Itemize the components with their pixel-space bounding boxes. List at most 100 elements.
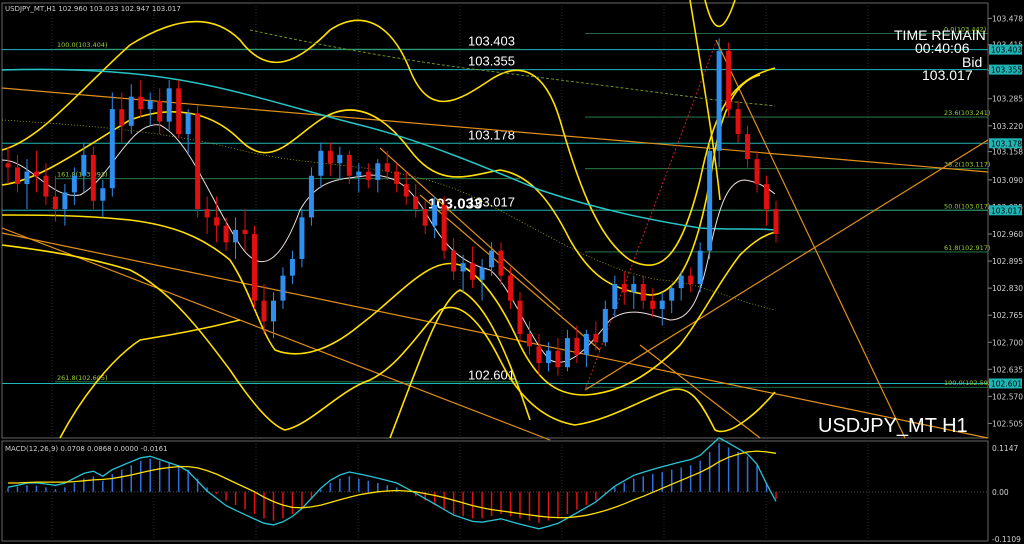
candle-body [308, 175, 314, 218]
candle-body [413, 196, 419, 210]
candle-body [157, 100, 163, 122]
candle-body [574, 338, 580, 355]
candle-body [773, 209, 779, 235]
candle-body [441, 204, 447, 251]
candle-body [185, 113, 191, 135]
bid-label: Bid [962, 54, 982, 70]
axis-tick-label: 102.895 [992, 257, 1023, 266]
axis-tick-label: 102.700 [992, 338, 1023, 347]
candle-body [555, 350, 561, 368]
fib-label: 23.6(103.241) [944, 109, 990, 117]
ma-cyan [1, 68, 776, 231]
candle-body [688, 275, 694, 284]
candle-body [119, 109, 125, 126]
candle-body [375, 163, 381, 180]
macd-panel [2, 437, 988, 530]
pivot-label: 103.033 [428, 196, 482, 213]
candle-body [270, 300, 276, 322]
axis-tick-label: 102.570 [992, 392, 1023, 401]
candle-body [403, 184, 409, 197]
axis-tick-label: 103.090 [992, 176, 1023, 185]
candle-body [640, 283, 646, 301]
candle-body [659, 300, 665, 309]
bollinger-bands [1, 0, 776, 439]
time-remain-value: 00:40:06 [915, 40, 970, 56]
ma-darkyellow [1, 119, 776, 311]
macd-line [7, 437, 777, 530]
fib-label: 100.0(103.404) [57, 41, 108, 49]
candle-body [289, 259, 295, 276]
fib-label: 50.0(103.017) [944, 202, 990, 210]
price-flag-label: 102.601 [991, 379, 1022, 388]
candle-body [299, 217, 305, 260]
candle-body [650, 300, 656, 309]
candle-body [678, 275, 684, 289]
fib-label: 100.0(102.592) [944, 379, 995, 387]
candle-body [242, 229, 248, 235]
candle-body [62, 192, 68, 210]
candle-body [593, 333, 599, 343]
macd-axis-label: 0.00 [992, 488, 1009, 497]
level-label: 102.601 [468, 367, 515, 382]
level-label: 103.403 [468, 34, 515, 49]
price-flag [989, 44, 1022, 55]
candle-body [33, 171, 39, 176]
candle-body [318, 150, 324, 176]
axis-tick-label: 103.478 [992, 14, 1023, 23]
candle-body [432, 204, 438, 226]
level-label: 103.017 [468, 194, 515, 209]
axis-tick-label: 102.635 [992, 365, 1023, 374]
candle-body [214, 217, 220, 226]
candle-body [526, 333, 532, 347]
candle-body [451, 250, 457, 272]
axis-tick-label: 102.765 [992, 311, 1023, 320]
candle-body [669, 288, 675, 301]
candle-body [52, 196, 58, 210]
candle-body [422, 209, 428, 226]
candle-body [764, 184, 770, 210]
candle-body [261, 300, 267, 322]
candle-body [147, 100, 153, 110]
candle-body [564, 338, 570, 368]
candle-body [583, 333, 589, 355]
candle-body [460, 263, 466, 272]
candles [5, 38, 779, 376]
level-label: 103.355 [468, 54, 515, 69]
candle-body [726, 50, 732, 110]
candle-body [71, 175, 77, 193]
candle-body [138, 96, 144, 110]
candle-body [697, 250, 703, 284]
candle-body [536, 346, 542, 364]
price-axis: 103.478103.415103.353103.285103.220103.1… [988, 14, 1023, 428]
macd-axis: 0.1147 0.00 -0.1109 [992, 444, 1021, 544]
candle-body [100, 188, 106, 201]
candle-body [233, 229, 239, 243]
candle-body [745, 134, 751, 160]
candle-body [81, 154, 87, 176]
axis-tick-label: 103.158 [992, 148, 1023, 157]
time-remain-label: TIME REMAIN [894, 27, 986, 43]
axis-tick-label: 102.830 [992, 284, 1023, 293]
candle-body [602, 308, 608, 343]
price-flag-label: 103.355 [991, 66, 1022, 75]
price-flag-label: 103.403 [991, 46, 1022, 55]
price-flag-label: 103.178 [991, 139, 1022, 148]
candle-body [5, 163, 11, 168]
price-flag [989, 205, 1022, 216]
candle-body [707, 150, 713, 251]
candle-body [337, 154, 343, 164]
candle-body [280, 275, 286, 301]
bid-value: 103.017 [922, 67, 973, 83]
price-flag-label: 103.017 [991, 206, 1022, 215]
candle-body [346, 154, 352, 176]
candle-body [631, 283, 637, 293]
macd-axis-label: 0.1147 [992, 444, 1018, 453]
fib-label: 0.0(103.442) [944, 25, 986, 33]
candle-body [545, 350, 551, 364]
trend-lines [1, 39, 989, 441]
candle-body [394, 171, 400, 185]
chart-header: USDJPY_MT,H1 102.960 103.033 102.947 103… [5, 5, 181, 13]
candle-body [43, 175, 49, 197]
price-flag [989, 64, 1022, 75]
